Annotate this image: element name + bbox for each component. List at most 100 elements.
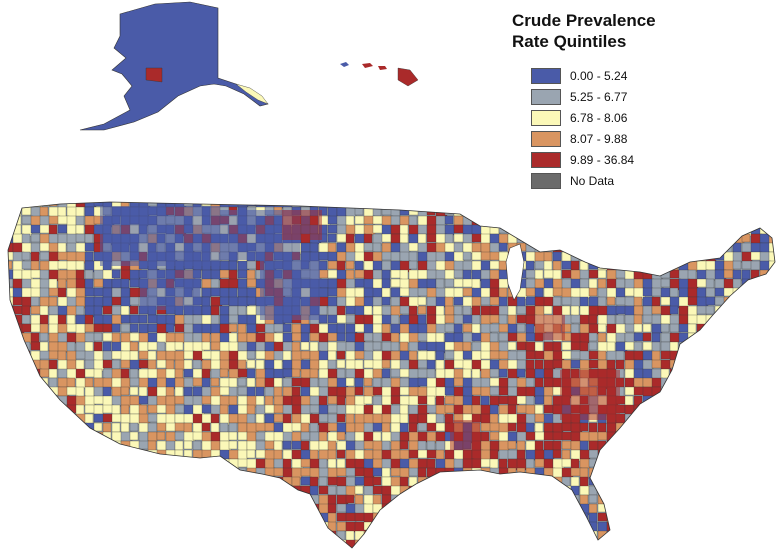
county-cell: [30, 467, 43, 477]
county-cell: [390, 359, 402, 370]
county-cell: [633, 206, 644, 218]
county-cell: [30, 233, 41, 243]
county-cell: [39, 404, 51, 414]
county-cell: [480, 260, 491, 272]
county-cell: [687, 377, 697, 390]
county-cell: [408, 305, 418, 317]
county-cell: [111, 449, 122, 460]
county-cell: [327, 233, 337, 243]
county-cell: [732, 224, 745, 235]
county-cell: [372, 278, 383, 290]
county-cell: [291, 368, 301, 378]
county-cell: [39, 206, 49, 217]
county-cell: [399, 314, 411, 325]
county-cell: [507, 202, 517, 208]
county-cell: [30, 314, 42, 326]
county-cell: [597, 251, 608, 263]
county-cell: [156, 350, 167, 362]
county-cell: [201, 332, 211, 344]
county-cell: [121, 549, 130, 555]
county-cell: [444, 395, 456, 405]
county-cell: [39, 530, 52, 540]
county-cell: [435, 314, 446, 326]
county-cell: [147, 377, 158, 389]
county-cell: [552, 215, 562, 225]
county-cell: [102, 512, 115, 522]
county-cell: [552, 233, 564, 246]
county-cell: [696, 202, 709, 209]
county-cell: [84, 485, 94, 495]
county-cell: [237, 494, 248, 505]
county-cell: [660, 314, 672, 325]
county-cell: [561, 278, 573, 290]
county-cell: [390, 431, 401, 442]
county-cell: [660, 359, 672, 370]
county-cell: [426, 206, 436, 216]
county-cell: [129, 386, 139, 396]
county-cell: [633, 278, 644, 290]
county-cell: [570, 233, 580, 243]
county-cell: [669, 206, 681, 218]
county-cell: [741, 332, 752, 344]
county-cell: [372, 368, 383, 379]
county-cell: [147, 422, 158, 433]
county-cell: [696, 422, 706, 434]
county-cell: [516, 485, 528, 496]
legend-label: 0.00 - 5.24: [570, 68, 628, 83]
county-cell: [210, 440, 221, 452]
county-cell: [697, 549, 705, 555]
county-cell: [246, 512, 258, 522]
county-cell: [642, 233, 655, 243]
county-cell: [318, 314, 328, 324]
county-cell: [588, 206, 601, 216]
county-cell: [381, 512, 394, 524]
county-cell: [345, 431, 356, 442]
county-cell: [471, 485, 484, 497]
county-cell: [778, 450, 784, 460]
county-cell: [93, 512, 103, 524]
county-cell: [669, 422, 679, 432]
county-cell: [633, 233, 645, 244]
county-cell: [66, 386, 78, 396]
county-cell: [624, 224, 636, 236]
county-cell: [714, 485, 724, 497]
county-cell: [318, 431, 328, 443]
county-cell: [669, 476, 680, 487]
county-cell: [525, 332, 536, 342]
county-cell: [741, 341, 751, 354]
county-cell: [732, 251, 743, 263]
county-cell: [21, 431, 31, 442]
county-cell: [318, 305, 328, 316]
county-cell: [705, 431, 716, 441]
county-cell: [543, 386, 554, 397]
county-cell: [741, 296, 753, 309]
county-cell: [111, 269, 121, 279]
county-cell: [544, 549, 555, 555]
county-cell: [165, 395, 176, 407]
county-cell: [111, 476, 123, 487]
county-cell: [12, 287, 23, 299]
county-cell: [453, 278, 464, 288]
county-cell: [759, 323, 772, 335]
county-cell: [426, 377, 438, 389]
county-cell: [174, 431, 186, 441]
county-cell: [606, 476, 618, 487]
county-cell: [480, 485, 490, 496]
county-cell: [597, 521, 608, 533]
county-cell: [525, 404, 536, 416]
county-cell: [282, 359, 293, 370]
county-cell: [147, 521, 157, 532]
county-cell: [696, 386, 706, 399]
county-cell: [570, 503, 580, 515]
county-cell: [381, 341, 393, 352]
county-cell: [310, 549, 320, 555]
county-cell: [300, 359, 311, 371]
county-cell: [588, 224, 601, 237]
county-cell: [193, 549, 203, 555]
county-cell: [273, 485, 283, 496]
legend-item: 9.89 - 36.84: [512, 149, 712, 170]
county-cell: [687, 476, 698, 486]
county-cell: [498, 512, 510, 522]
county-cell: [561, 539, 571, 548]
county-cell: [759, 206, 772, 217]
